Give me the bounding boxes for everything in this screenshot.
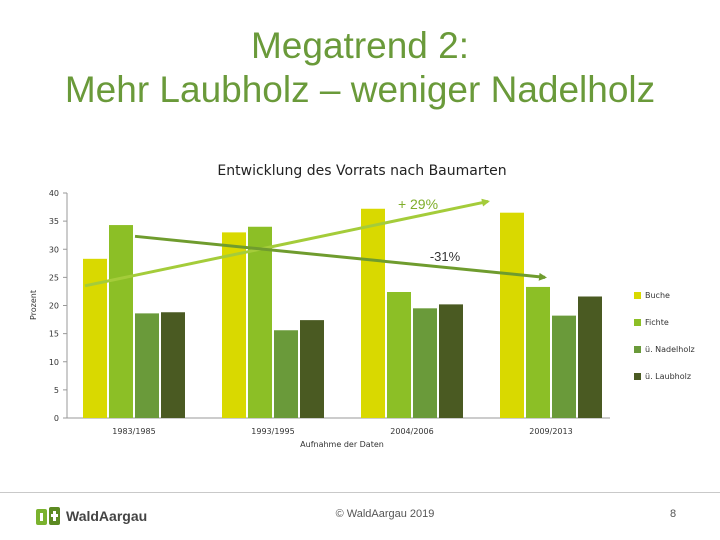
bar-nadelholz-1 xyxy=(274,330,298,418)
chart-bars xyxy=(83,208,602,418)
bar-fichte-3 xyxy=(526,286,550,418)
bar-laubholz-3 xyxy=(578,296,602,418)
arrow-fichte-down xyxy=(134,234,547,281)
slide-title-line-2: Mehr Laubholz – weniger Nadelholz xyxy=(64,69,656,110)
legend-swatch xyxy=(634,373,641,380)
legend-label: Buche xyxy=(645,291,670,300)
footer-divider xyxy=(0,492,720,493)
y-tick-label: 40 xyxy=(49,189,59,198)
y-tick-label: 20 xyxy=(49,302,59,311)
chart-legend: Buche Fichte ü. Nadelholz ü. Laubholz xyxy=(634,291,695,381)
slide-title-line-1: Megatrend 2: xyxy=(250,25,470,66)
bar-buche-3 xyxy=(500,212,524,418)
y-tick-label: 35 xyxy=(49,217,59,226)
bar-buche-1 xyxy=(222,232,246,418)
page-number: 8 xyxy=(670,508,677,520)
bar-laubholz-1 xyxy=(300,320,324,418)
bar-nadelholz-2 xyxy=(413,308,437,418)
y-tick-label: 5 xyxy=(54,386,59,395)
bar-nadelholz-3 xyxy=(552,315,576,418)
chart-title: Entwicklung des Vorrats nach Baumarten xyxy=(217,163,506,179)
x-tick-label: 1993/1995 xyxy=(251,427,294,436)
x-tick-labels: 1983/1985 1993/1995 2004/2006 2009/2013 xyxy=(112,427,572,436)
x-tick-label: 2009/2013 xyxy=(529,427,572,436)
bar-buche-2 xyxy=(361,208,385,418)
y-tick-label: 25 xyxy=(49,273,59,282)
footer-copyright: © WaldAargau 2019 xyxy=(335,508,435,520)
arrow-buche-up xyxy=(84,198,490,288)
legend-label: ü. Nadelholz xyxy=(645,345,695,354)
y-tick-label: 15 xyxy=(49,330,59,339)
x-tick-label: 1983/1985 xyxy=(112,427,155,436)
annotation-buche: + 29% xyxy=(398,196,438,212)
logo-text: WaldAargau xyxy=(66,508,148,524)
annotation-fichte: -31% xyxy=(430,249,461,264)
bar-laubholz-0 xyxy=(161,312,185,418)
legend-label: Fichte xyxy=(645,318,669,327)
x-axis-label: Aufnahme der Daten xyxy=(300,440,384,449)
y-axis-label: Prozent xyxy=(29,290,38,320)
waldaargau-logo: WaldAargau xyxy=(36,505,147,527)
legend-label: ü. Laubholz xyxy=(645,372,691,381)
bar-fichte-0 xyxy=(109,225,133,418)
bar-fichte-1 xyxy=(248,226,272,418)
x-tick-label: 2004/2006 xyxy=(390,427,433,436)
bar-chart: Entwicklung des Vorrats nach Baumarten P… xyxy=(29,163,695,449)
tree-logo-icon xyxy=(36,505,60,527)
trend-arrows: + 29% -31% xyxy=(84,196,547,288)
bar-laubholz-2 xyxy=(439,304,463,418)
bar-fichte-2 xyxy=(387,292,411,418)
y-tick-label: 0 xyxy=(54,414,59,423)
legend-swatch xyxy=(634,292,641,299)
legend-swatch xyxy=(634,319,641,326)
y-tick-label: 30 xyxy=(49,245,59,254)
y-tick-label: 10 xyxy=(49,358,59,367)
bar-nadelholz-0 xyxy=(135,313,159,418)
legend-swatch xyxy=(634,346,641,353)
